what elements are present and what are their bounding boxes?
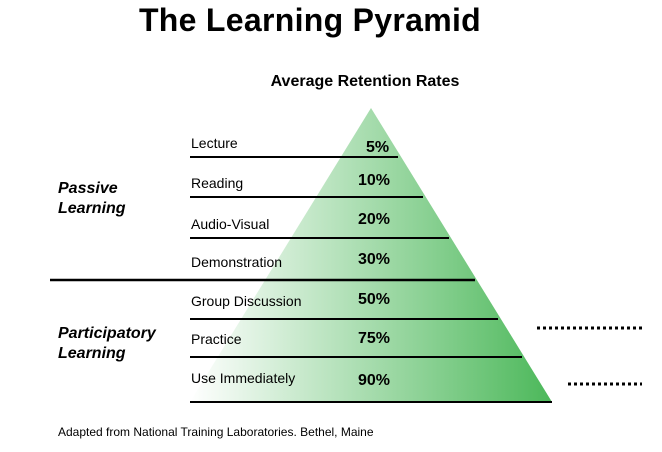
group-label-passive: Passive Learning bbox=[58, 180, 126, 217]
method-label: Group Discussion bbox=[191, 293, 302, 309]
retention-rate: 20% bbox=[358, 211, 391, 228]
retention-rate: 5% bbox=[366, 139, 390, 156]
diagram-subtitle: Average Retention Rates bbox=[270, 73, 460, 90]
method-label: Use Immediately bbox=[191, 370, 296, 386]
retention-rate: 10% bbox=[358, 172, 391, 189]
diagram-title: The Learning Pyramid bbox=[138, 2, 482, 38]
retention-rate: 50% bbox=[358, 291, 391, 308]
group-label-participatory: Participatory Learning bbox=[58, 325, 156, 362]
method-label: Lecture bbox=[191, 135, 238, 151]
pyramid-shape bbox=[190, 108, 552, 402]
level-dividers bbox=[50, 156, 552, 403]
method-label: Practice bbox=[191, 331, 242, 347]
method-label: Demonstration bbox=[191, 254, 283, 270]
retention-rate: 30% bbox=[358, 251, 391, 268]
source-footnote: Adapted from National Training Laborator… bbox=[58, 425, 374, 439]
retention-rate: 75% bbox=[358, 330, 391, 347]
method-label: Audio-Visual bbox=[191, 216, 270, 232]
method-label: Reading bbox=[191, 175, 244, 191]
retention-rate: 90% bbox=[358, 372, 391, 389]
